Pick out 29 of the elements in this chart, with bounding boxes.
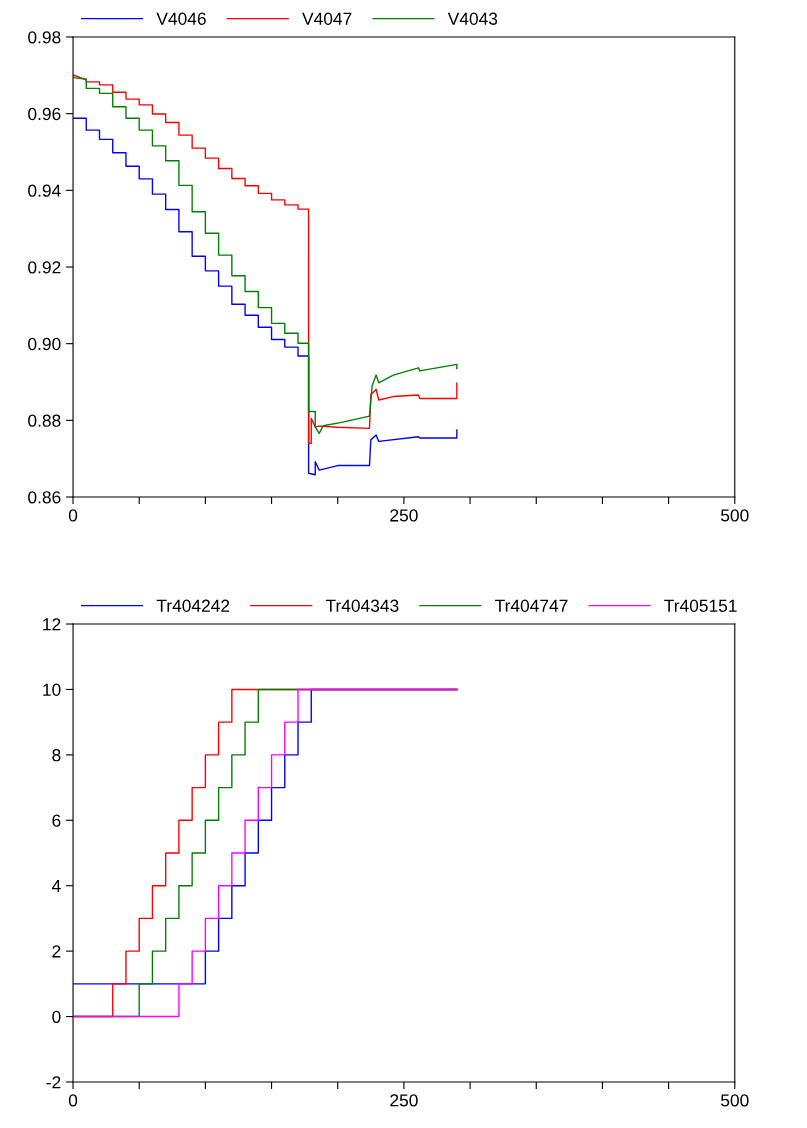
x-tick-label: 250 bbox=[390, 1094, 418, 1107]
y-tick-label: 12 bbox=[43, 618, 61, 631]
x-tick-label: 250 bbox=[390, 509, 418, 522]
y-tick-label: 2 bbox=[52, 945, 61, 958]
y-tick-label: 4 bbox=[51, 880, 61, 892]
legend-label: Tr405151 bbox=[664, 599, 737, 612]
x-tick-label: 0 bbox=[68, 1094, 78, 1107]
legend-label: V4046 bbox=[156, 12, 206, 25]
legend-label: Tr404343 bbox=[325, 599, 399, 612]
y-tick-label: 0.96 bbox=[28, 107, 61, 121]
y-tick-label: 0.98 bbox=[28, 31, 61, 44]
y-tick-label: 0.86 bbox=[28, 491, 61, 504]
y-tick-label: 6 bbox=[52, 814, 61, 827]
y-tick-label: 0.88 bbox=[28, 414, 61, 427]
y-tick-label: -2 bbox=[46, 1076, 61, 1089]
y-tick-label: 8 bbox=[52, 749, 61, 762]
y-tick-label: 0.90 bbox=[28, 337, 61, 351]
x-tick-label: 500 bbox=[720, 1094, 749, 1107]
legend-label: Tr404242 bbox=[156, 599, 230, 612]
legend-label: V4047 bbox=[302, 12, 352, 25]
y-tick-label: 0 bbox=[52, 1010, 61, 1024]
x-tick-label: 500 bbox=[720, 509, 749, 522]
y-tick-label: 0.94 bbox=[28, 184, 61, 197]
y-tick-label: 0.92 bbox=[28, 261, 61, 274]
legend-label: Tr404747 bbox=[495, 599, 568, 612]
x-tick-label: 0 bbox=[68, 509, 78, 522]
y-tick-label: 10 bbox=[43, 683, 61, 696]
line-series bbox=[73, 117, 458, 476]
legend-label: V4043 bbox=[447, 12, 498, 25]
